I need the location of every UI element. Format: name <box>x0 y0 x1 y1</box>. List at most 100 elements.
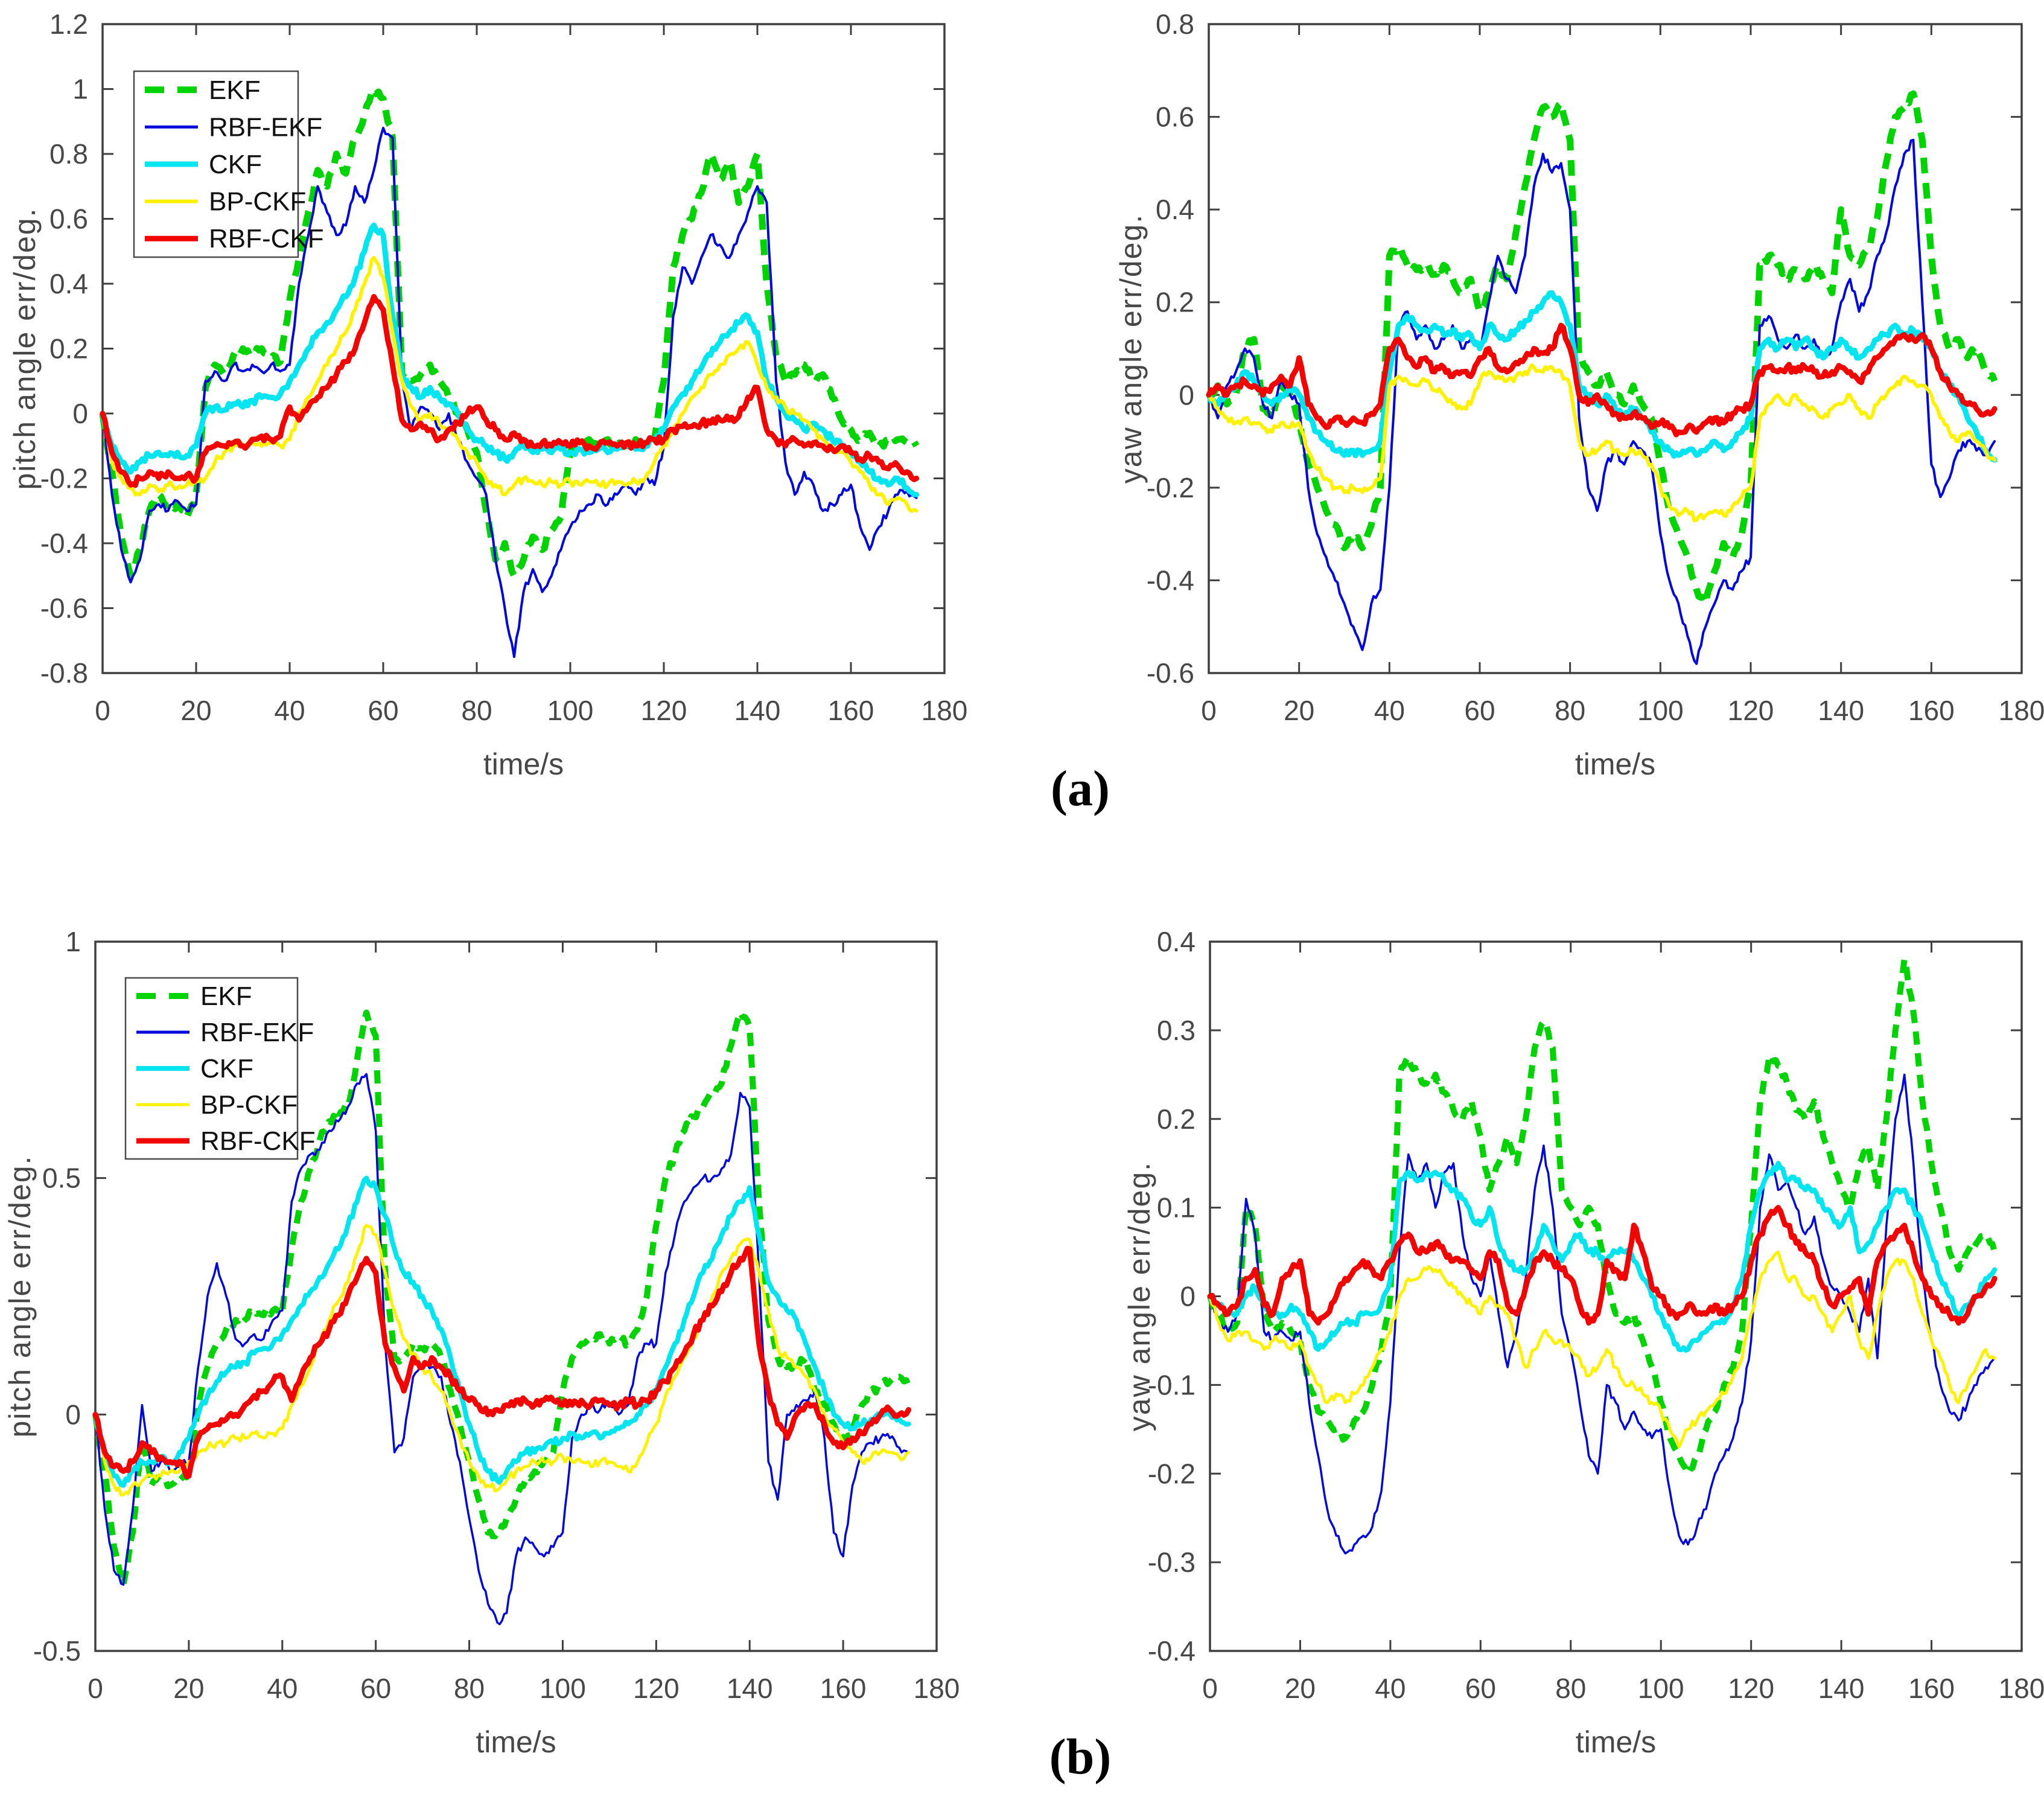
chart-svg-a-yaw: 0 20 40 60 80 100 120 140 160 180 -0.6 -0.4 -0.2 0 0.2… <box>1114 8 2044 781</box>
y-tick-label: 1 <box>65 926 81 957</box>
y-tick-label: -0.2 <box>1148 1458 1196 1489</box>
x-tick-label: 180 <box>1999 1673 2044 1704</box>
y-tick-label: 0.2 <box>1156 287 1194 318</box>
y-tick-label: 0.8 <box>1156 8 1194 40</box>
x-tick-label: 60 <box>1465 1673 1496 1704</box>
x-tick-label: 160 <box>820 1673 867 1704</box>
y-tick-label: -0.6 <box>40 593 88 624</box>
x-tick-label: 140 <box>734 695 781 726</box>
x-tick-label: 180 <box>1999 695 2044 726</box>
y-axis-label: pitch angle err/deg. <box>8 207 42 490</box>
series-line-bp-ckf <box>1208 1250 1996 1449</box>
legend-label-bp-ckf: BP-CKF <box>200 1090 298 1120</box>
series-line-bp-ckf <box>1207 363 1997 523</box>
x-tick-label: 160 <box>828 695 874 726</box>
x-tick-label: 80 <box>1555 1673 1586 1704</box>
y-tick-label: 0 <box>72 398 88 429</box>
x-tick-label: 0 <box>88 1673 103 1704</box>
x-axis-label: time/s <box>1575 747 1655 781</box>
y-tick-label: -0.2 <box>40 463 88 494</box>
legend-label-rbf-ckf: RBF-CKF <box>200 1126 316 1156</box>
series-line-ekf <box>1207 956 1998 1477</box>
x-tick-label: 0 <box>1201 695 1217 726</box>
x-tick-label: 40 <box>274 695 305 726</box>
y-tick-label: -0.4 <box>1148 1635 1196 1667</box>
series-line-rbf-ekf <box>94 1073 910 1626</box>
x-tick-label: 40 <box>1375 1673 1406 1704</box>
y-tick-label: -0.1 <box>1148 1369 1196 1400</box>
series-line-rbf-ckf <box>100 294 919 488</box>
y-tick-label: -0.4 <box>1147 564 1194 596</box>
series-line-ckf <box>100 222 919 497</box>
y-tick-label: -0.5 <box>33 1635 81 1667</box>
series-line-rbf-ckf <box>92 1245 912 1479</box>
x-tick-label: 180 <box>922 695 968 726</box>
x-tick-label: 40 <box>1374 695 1405 726</box>
x-tick-label: 120 <box>633 1673 680 1704</box>
x-tick-label: 80 <box>454 1673 485 1704</box>
series-line-rbf-ekf <box>1208 138 1996 665</box>
legend-label-ekf: EKF <box>200 981 252 1011</box>
chart-svg-b-yaw: 0 20 40 60 80 100 120 140 160 180 -0.4 -0.3 -0.2 -0.1… <box>1122 926 2044 1759</box>
x-tick-label: 100 <box>1638 1673 1684 1704</box>
series-line-rbf-ckf <box>1206 322 1998 438</box>
x-tick-label: 120 <box>641 695 687 726</box>
series-line-ekf <box>92 1009 912 1588</box>
y-axis-label: yaw angle err/deg. <box>1122 1161 1156 1431</box>
series-line-rbf-ekf <box>1209 1073 1996 1555</box>
plot-frame <box>1209 940 2023 1652</box>
y-tick-label: -0.8 <box>40 657 88 689</box>
y-tick-label: -0.4 <box>40 528 88 559</box>
chart-yaw-error-a: 0 20 40 60 80 100 120 140 160 180 -0.6 -0.4 -0.2 0 0.2… <box>1006 0 2044 887</box>
x-tick-label: 40 <box>267 1673 298 1704</box>
chart-yaw-error-b: 0 20 40 60 80 100 120 140 160 180 -0.4 -0.3 -0.2 -0.1… <box>1006 905 2044 1797</box>
y-tick-label: 0.6 <box>1156 101 1194 133</box>
y-tick-label: 0.1 <box>1157 1192 1196 1224</box>
y-tick-label: -0.6 <box>1147 657 1194 689</box>
series-line-bp-ckf <box>94 1224 911 1497</box>
x-tick-label: 0 <box>1202 1673 1218 1704</box>
x-tick-label: 20 <box>1285 1673 1316 1704</box>
series-line-ekf <box>99 86 920 579</box>
y-tick-label: 0.2 <box>49 333 88 365</box>
x-tick-label: 100 <box>547 695 594 726</box>
x-axis-label: time/s <box>1576 1725 1656 1759</box>
legend-label-rbf-ekf: RBF-EKF <box>209 112 322 142</box>
y-tick-label: 0.6 <box>49 203 88 235</box>
y-tick-label: 1 <box>72 74 88 105</box>
x-tick-label: 60 <box>360 1673 391 1704</box>
legend: EKF RBF-EKF CKF BP-CKF RBF-CKF <box>133 70 324 258</box>
y-tick-label: 0 <box>65 1399 81 1430</box>
y-tick-label: 0.5 <box>42 1163 81 1194</box>
x-axis-label: time/s <box>483 747 564 781</box>
x-tick-label: 100 <box>1637 695 1684 726</box>
x-tick-label: 20 <box>1284 695 1314 726</box>
x-tick-label: 160 <box>1908 1673 1955 1704</box>
chart-pitch-error-b: 0 20 40 60 80 100 120 140 160 180 -0.5 0 0.5 1 time/s p… <box>0 905 1038 1797</box>
y-tick-label: 0.8 <box>49 138 88 170</box>
y-tick-label: 0.2 <box>1157 1103 1196 1135</box>
chart-svg-b-pitch: 0 20 40 60 80 100 120 140 160 180-0.500.51time/sp… <box>3 926 960 1759</box>
plot-frame <box>1208 23 2023 674</box>
x-axis-label: time/s <box>476 1725 556 1759</box>
x-tick-label: 60 <box>368 695 398 726</box>
x-tick-label: 120 <box>1728 695 1774 726</box>
x-tick-label: 100 <box>540 1673 586 1704</box>
legend-label-rbf-ckf: RBF-CKF <box>209 224 324 254</box>
panel-label-b: (b) <box>1049 1729 1112 1785</box>
series-line-ekf <box>1208 90 1998 607</box>
y-tick-label: 0.4 <box>49 268 88 299</box>
series-line-bp-ckf <box>101 256 919 513</box>
x-tick-label: 120 <box>1728 1673 1774 1704</box>
legend-label-bp-ckf: BP-CKF <box>209 187 306 217</box>
x-tick-label: 20 <box>173 1673 204 1704</box>
x-tick-label: 140 <box>1818 1673 1865 1704</box>
legend-label-ekf: EKF <box>209 75 261 105</box>
series-line-ckf <box>93 1175 911 1488</box>
x-tick-label: 80 <box>1555 695 1585 726</box>
x-tick-label: 140 <box>727 1673 773 1704</box>
x-tick-label: 0 <box>95 695 110 726</box>
chart-pitch-error-a: 0 20 40 60 80 100 120 140 160 180 -0.8 -0.6 -0.4 -0.2… <box>0 0 1038 887</box>
series-line-rbf-ekf <box>101 127 918 659</box>
